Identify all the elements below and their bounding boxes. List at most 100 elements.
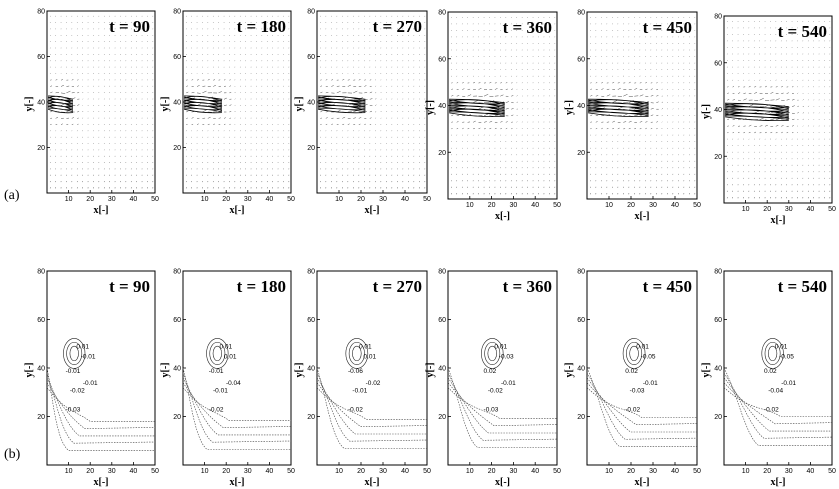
contour-label: 0.01: [220, 344, 233, 351]
contour-loop: [764, 341, 781, 365]
panel-time-label: t = 90: [109, 17, 150, 36]
x-tick-label: 50: [287, 468, 295, 475]
y-tick-label: 60: [577, 317, 585, 324]
x-axis-label: x[-]: [365, 205, 380, 216]
contour-label: 0.02: [484, 368, 497, 375]
contour-label: -0.01: [83, 380, 98, 387]
panel-frame-b-5: [586, 270, 698, 466]
contour-label: 0.02: [625, 368, 638, 375]
x-tick-label: 10: [201, 196, 209, 203]
y-tick-label: 80: [577, 269, 585, 276]
contour-label: -0.01: [66, 368, 81, 375]
x-tick-label: 40: [266, 468, 274, 475]
y-axis-label: y[-]: [24, 363, 35, 378]
contour-label: 0.01: [76, 344, 89, 351]
contour-line: [586, 377, 697, 433]
x-tick-label: 20: [763, 206, 771, 213]
x-tick-label: 20: [488, 202, 496, 209]
x-axis-label: x[-]: [495, 477, 510, 488]
y-tick-label: 40: [438, 103, 446, 110]
contour-line: [316, 382, 428, 428]
y-tick-label: 80: [173, 9, 181, 16]
contour-loop: [206, 338, 229, 369]
contour-loop: [761, 338, 784, 369]
y-tick-label: 20: [577, 150, 585, 157]
x-tick-label: 40: [531, 468, 539, 475]
panel-frame-b-1: [46, 270, 156, 466]
y-tick-label: 60: [307, 317, 315, 324]
x-tick-label: 30: [379, 468, 387, 475]
y-axis-label: y[-]: [294, 363, 305, 378]
x-tick-label: 30: [649, 202, 657, 209]
x-tick-label: 40: [671, 202, 679, 209]
contour-label: -0.01: [209, 368, 224, 375]
contour-line: [46, 387, 155, 422]
jet-core: [449, 98, 505, 117]
panel-time-label: t = 540: [778, 22, 827, 41]
x-tick-label: 30: [244, 196, 252, 203]
jet-core: [725, 102, 789, 121]
y-tick-label: 20: [438, 414, 446, 421]
contour-label: -0.01: [781, 380, 796, 387]
contour-line: [182, 382, 292, 429]
x-tick-label: 50: [828, 468, 836, 475]
x-tick-label: 30: [785, 468, 793, 475]
x-tick-label: 10: [466, 202, 474, 209]
jet-core: [47, 95, 74, 114]
y-tick-label: 80: [307, 269, 315, 276]
contour-line: [46, 372, 156, 444]
x-tick-label: 50: [553, 202, 561, 209]
contour-line: [46, 377, 155, 437]
x-tick-label: 10: [65, 196, 73, 203]
y-tick-label: 60: [37, 54, 45, 61]
panel-time-label: t = 360: [503, 18, 552, 37]
x-tick-label: 50: [151, 468, 159, 475]
x-tick-label: 50: [423, 196, 431, 203]
y-tick-label: 20: [714, 154, 722, 161]
x-tick-label: 20: [488, 468, 496, 475]
contour-loop: [348, 341, 365, 365]
y-axis-label: y[-]: [160, 97, 171, 112]
x-tick-label: 40: [807, 468, 815, 475]
y-tick-label: 20: [714, 414, 722, 421]
y-axis-label: y[-]: [701, 363, 712, 378]
contour-line: [182, 372, 292, 443]
velocity-vectors: [49, 15, 154, 189]
x-axis-label: x[-]: [94, 205, 109, 216]
contour-line: [586, 367, 697, 447]
y-tick-label: 20: [173, 414, 181, 421]
x-tick-label: 30: [785, 206, 793, 213]
contour-line: [182, 387, 291, 421]
x-tick-label: 50: [693, 468, 701, 475]
x-axis-label: x[-]: [635, 477, 650, 488]
x-tick-label: 50: [287, 196, 295, 203]
x-tick-label: 20: [763, 468, 771, 475]
y-tick-label: 80: [307, 9, 315, 16]
contour-label: 0.01: [224, 353, 237, 360]
contour-label: 0.01: [636, 344, 649, 351]
y-tick-label: 20: [438, 150, 446, 157]
contour-label: -0.01: [643, 380, 658, 387]
panel-frame-b-6: [723, 270, 833, 466]
x-tick-label: 20: [627, 468, 635, 475]
y-tick-label: 20: [37, 414, 45, 421]
contour-loop: [209, 341, 226, 365]
y-tick-label: 80: [438, 269, 446, 276]
contour-line: [182, 367, 291, 450]
jet-core: [318, 95, 366, 114]
y-axis-label: y[-]: [425, 363, 436, 378]
contour-loop: [626, 341, 643, 365]
y-tick-label: 60: [307, 54, 315, 61]
y-axis-label: y[-]: [24, 97, 35, 112]
contour-label: -0.01: [213, 387, 228, 394]
panel-frame-a-1: [46, 10, 156, 194]
x-tick-label: 10: [65, 468, 73, 475]
y-tick-label: 20: [307, 145, 315, 152]
contour-line: [46, 367, 155, 451]
contour-loop: [487, 345, 497, 362]
y-axis-label: y[-]: [564, 100, 575, 115]
contour-label: -0.05: [779, 353, 794, 360]
contour-loop: [352, 345, 362, 362]
contour-line: [586, 382, 698, 426]
x-tick-label: 40: [401, 196, 409, 203]
